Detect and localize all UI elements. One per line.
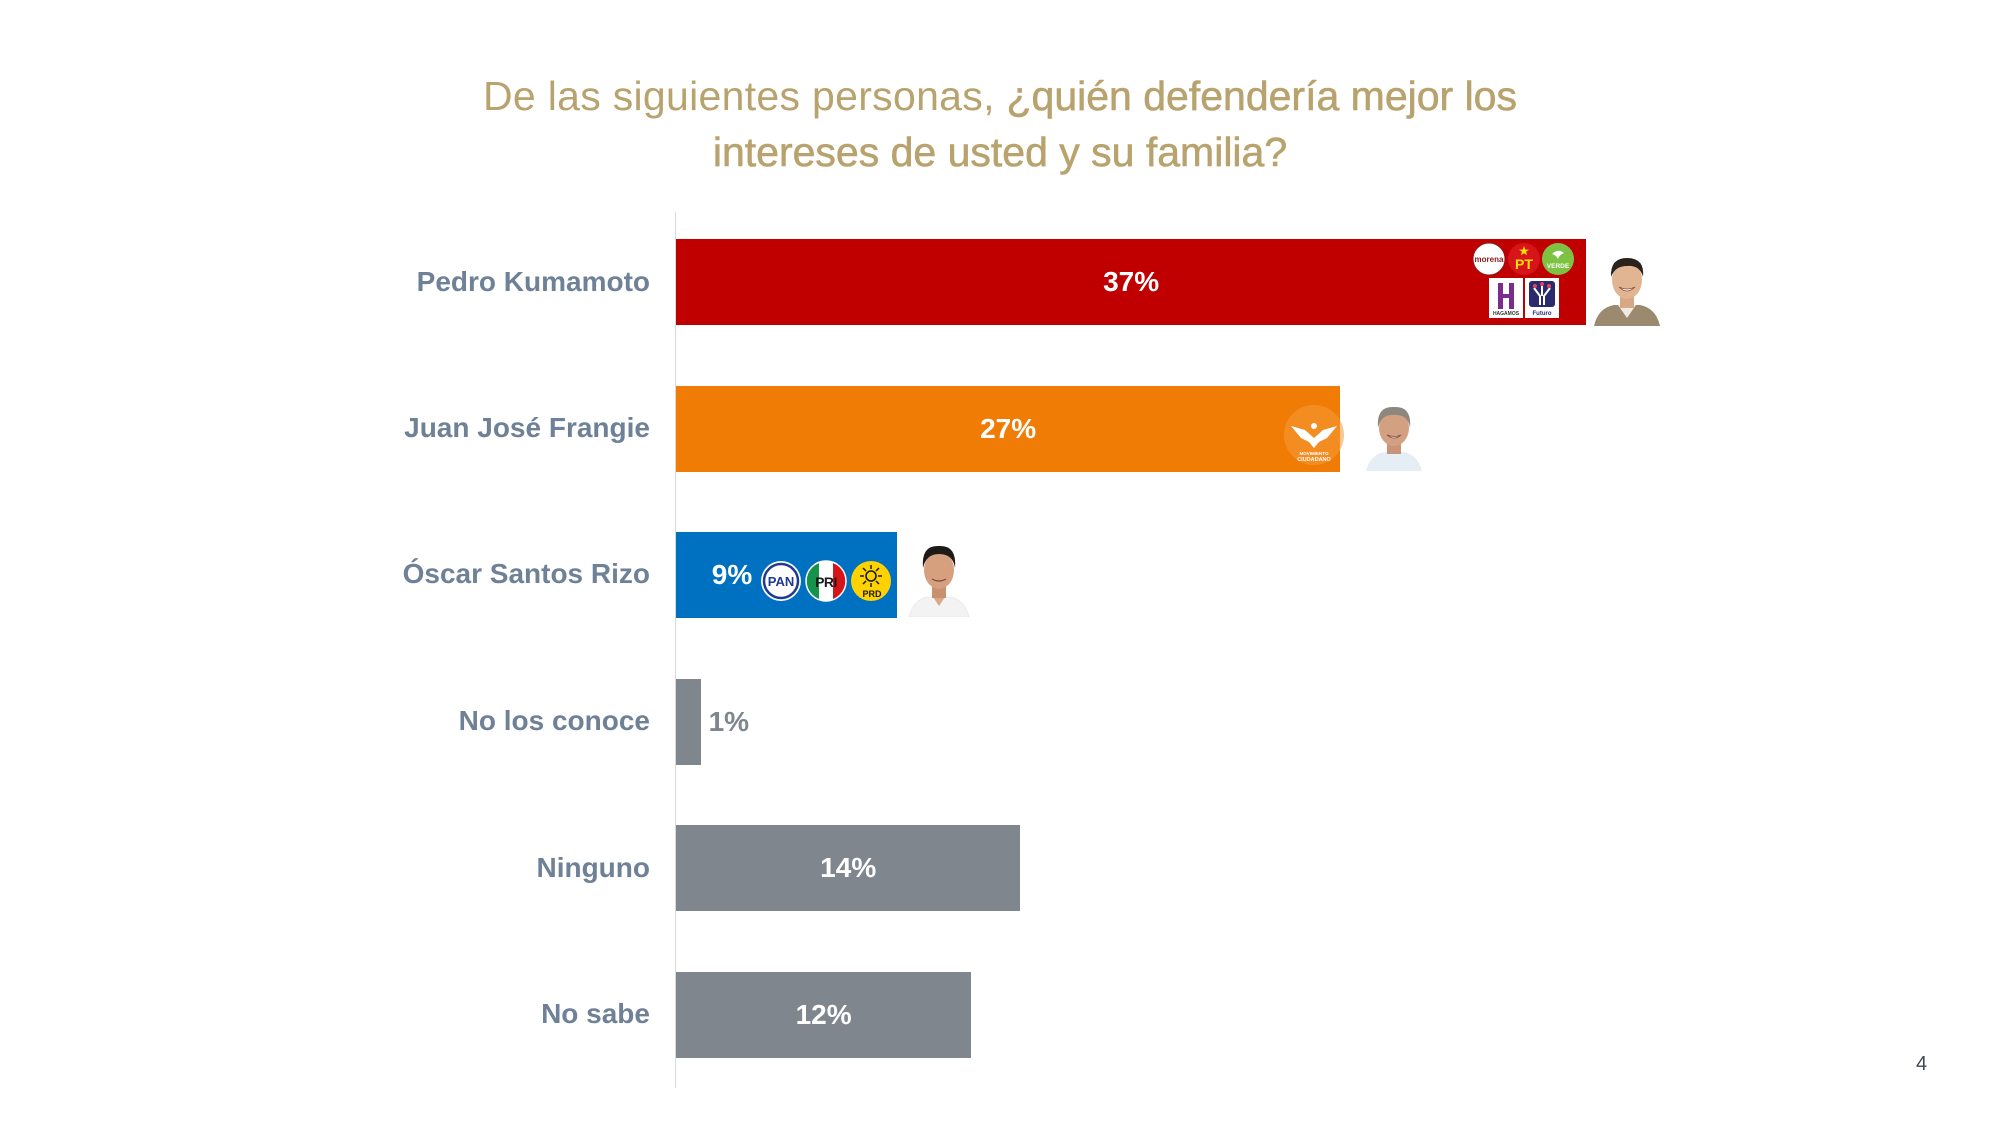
bar xyxy=(676,972,972,1058)
svg-text:PAN: PAN xyxy=(768,574,794,589)
morena-logo-icon: morena xyxy=(1472,242,1506,276)
pri-logo-icon: PRI xyxy=(805,560,847,602)
prd-logo-icon: PRD xyxy=(851,561,891,601)
bar xyxy=(676,679,701,765)
svg-text:VERDE: VERDE xyxy=(1547,263,1570,270)
title-light-part: De las siguientes personas, xyxy=(483,73,1007,119)
category-label: Pedro Kumamoto xyxy=(416,266,650,297)
candidate-photo-santos xyxy=(907,540,971,617)
svg-text:Futuro: Futuro xyxy=(1533,311,1552,317)
category-label: Óscar Santos Rizo xyxy=(402,558,650,589)
value-label: 14% xyxy=(820,852,877,883)
page-number: 4 xyxy=(1916,1053,1928,1075)
title-line-1: De las siguientes personas, ¿quién defen… xyxy=(0,68,2000,124)
pan-logo-icon: PAN xyxy=(761,561,801,601)
pt-logo-icon: PT xyxy=(1508,243,1540,275)
svg-text:MOVIMIENTO: MOVIMIENTO xyxy=(1300,451,1329,456)
bar xyxy=(676,825,1021,911)
svg-text:PRD: PRD xyxy=(862,589,882,599)
title-line-2: intereses de usted y su familia? xyxy=(0,124,2000,180)
value-label: 1% xyxy=(708,706,750,737)
bar xyxy=(676,386,1341,472)
verde-logo-icon: VERDE xyxy=(1542,243,1574,275)
title-strong-part-1: ¿quién defendería mejor los xyxy=(1006,73,1517,120)
value-label: 9% xyxy=(711,559,753,590)
category-axis-line xyxy=(675,212,676,1088)
futuro-logo-icon: Futuro xyxy=(1525,278,1559,318)
candidate-photo-kumamoto xyxy=(1590,250,1664,326)
category-label: No sabe xyxy=(541,998,650,1029)
bar xyxy=(676,239,1587,325)
svg-text:HAGAMOS: HAGAMOS xyxy=(1493,311,1520,317)
svg-text:PT: PT xyxy=(1515,256,1533,272)
candidate-photo-frangie xyxy=(1366,400,1422,471)
svg-text:CIUDADANO: CIUDADANO xyxy=(1297,457,1331,463)
category-label: Ninguno xyxy=(536,852,650,883)
title-strong-part-2: intereses de usted y su familia? xyxy=(712,129,1288,176)
value-label: 12% xyxy=(795,999,852,1030)
value-label: 37% xyxy=(1103,266,1160,297)
svg-text:morena: morena xyxy=(1475,255,1504,264)
chart-title: De las siguientes personas, ¿quién defen… xyxy=(0,68,2000,180)
value-label: 27% xyxy=(980,413,1037,444)
svg-text:PRI: PRI xyxy=(815,574,837,590)
hagamos-logo-icon: HAGAMOS xyxy=(1489,278,1523,318)
category-label: No los conoce xyxy=(458,705,650,736)
movimiento-ciudadano-logo-icon: MOVIMIENTO CIUDADANO xyxy=(1284,405,1344,465)
category-label: Juan José Frangie xyxy=(404,412,650,443)
